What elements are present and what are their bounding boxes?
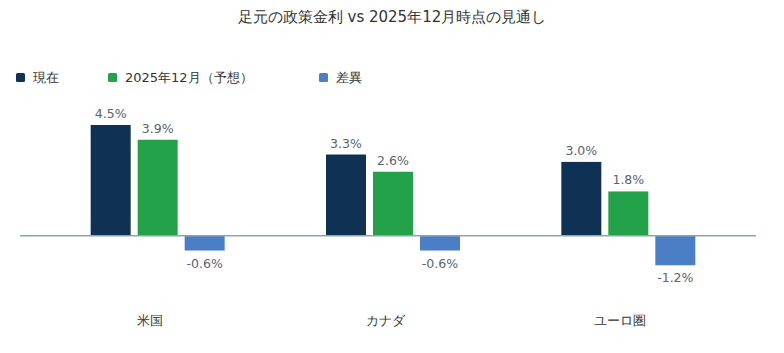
bar [326,155,366,236]
data-label: 3.0% [565,143,597,158]
zero-line [20,235,756,237]
legend-label: 2025年12月（予想） [125,70,253,85]
x-axis-labels: 米国 カナダ ユーロ圏 [137,313,647,328]
category-label: カナダ [366,313,406,328]
data-label: 3.3% [330,136,362,151]
bar [91,125,131,236]
chart-title: 足元の政策金利 vs 2025年12月時点の見通し [238,8,547,26]
legend-swatch [108,73,117,82]
chart-container: 足元の政策金利 vs 2025年12月時点の見通し現在 2025年12月（予想） 差… [0,0,784,353]
data-label: -0.6% [422,256,458,271]
bar [138,140,178,236]
bar [608,191,648,235]
legend-label: 差異 [336,70,362,85]
legend-label: 現在 [33,70,59,85]
data-label: 1.8% [612,172,644,187]
data-label: 3.9% [142,121,174,136]
data-label: -1.2% [657,270,693,285]
data-label: 4.5% [95,106,127,121]
bars [91,125,696,265]
bar [420,236,460,251]
legend-swatch [319,73,328,82]
category-label: ユーロ圏 [594,313,646,328]
chart-svg: 足元の政策金利 vs 2025年12月時点の見通し現在 2025年12月（予想） 差… [0,0,784,353]
bar [373,172,413,236]
data-label: 2.6% [377,153,409,168]
legend: 現在 2025年12月（予想） 差異 [16,70,362,85]
legend-swatch [16,73,25,82]
bar [185,236,225,251]
bar [655,236,695,266]
data-label: -0.6% [187,256,223,271]
bar [561,162,601,236]
category-label: 米国 [137,313,163,328]
data-labels: 4.5% 3.3% 3.0% 3.9% 2.6% 1.8% -0.6% -0.6% -1.2% [95,106,694,285]
